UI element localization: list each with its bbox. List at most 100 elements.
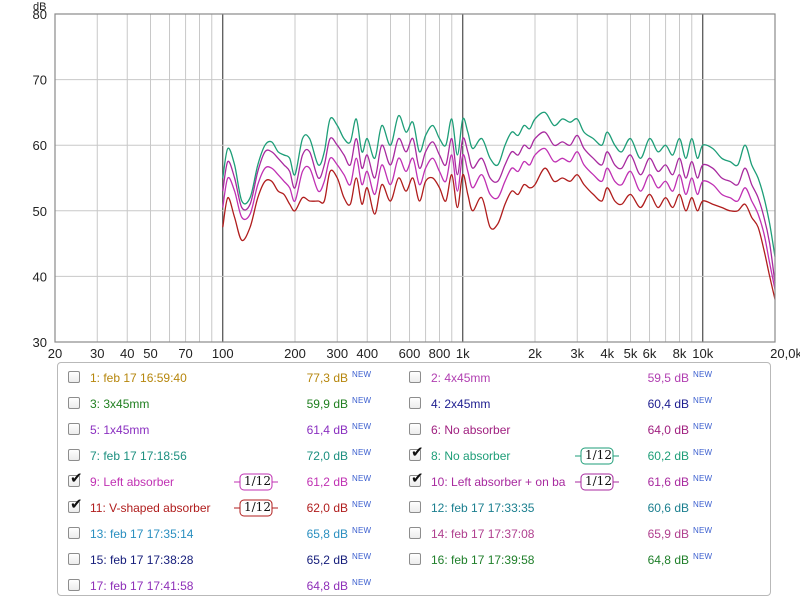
legend-item[interactable]: 14: feb 17 17:37:08 65,9 dB NEW — [399, 521, 744, 547]
legend-item-value: 62,0 dB — [306, 501, 348, 515]
smoothing-label: 1/12 — [244, 500, 271, 514]
x-tick-label: 800 — [429, 346, 451, 361]
new-badge: NEW — [352, 552, 372, 561]
measurement-checkbox[interactable] — [409, 501, 421, 513]
measurement-checkbox[interactable] — [409, 553, 421, 565]
series-lines — [222, 111, 776, 300]
new-badge: NEW — [352, 448, 372, 457]
smoothing-label: 1/12 — [585, 474, 612, 488]
legend-item[interactable]: 4: 2x45mm 60,4 dB NEW — [399, 391, 744, 417]
legend-item-value: 61,6 dB — [647, 475, 689, 489]
series-line — [222, 147, 776, 290]
x-tick-label: 1k — [456, 346, 470, 361]
new-badge: NEW — [352, 474, 372, 483]
measurement-checkbox[interactable] — [68, 423, 80, 435]
legend-item-label: 12: feb 17 17:33:35 — [431, 501, 535, 515]
new-badge: NEW — [693, 552, 713, 561]
x-tick-label: 8k — [673, 346, 687, 361]
y-tick-label: 80 — [33, 7, 47, 22]
new-badge: NEW — [352, 526, 372, 535]
x-tick-label: 300 — [326, 346, 348, 361]
legend-item[interactable]: 15: feb 17 17:38:28 65,2 dB NEW — [58, 547, 403, 573]
legend-item-value: 64,0 dB — [647, 423, 689, 437]
checkmark-icon: ✔ — [411, 443, 424, 461]
legend-item[interactable]: ✔ 10: Left absorber + on ba 1/12 61,6 dB NEW — [399, 469, 744, 495]
measurement-checkbox[interactable] — [68, 527, 80, 539]
legend-item[interactable]: ✔ 8: No absorber 1/12 60,2 dB NEW — [399, 443, 744, 469]
measurement-checkbox[interactable] — [409, 527, 421, 539]
legend-item[interactable]: 13: feb 17 17:35:14 65,8 dB NEW — [58, 521, 403, 547]
legend-item-label: 16: feb 17 17:39:58 — [431, 553, 535, 567]
measurement-checkbox[interactable]: ✔ — [68, 497, 83, 513]
legend-item[interactable]: 16: feb 17 17:39:58 64,8 dB NEW — [399, 547, 744, 573]
legend-item-label: 4: 2x45mm — [431, 397, 491, 411]
measurement-checkbox[interactable]: ✔ — [409, 445, 424, 461]
measurement-checkbox[interactable] — [68, 397, 80, 409]
legend-item-value: 65,9 dB — [647, 527, 689, 541]
measurement-checkbox[interactable] — [409, 397, 421, 409]
smoothing-badge[interactable]: 1/12 — [575, 447, 619, 465]
new-badge: NEW — [693, 526, 713, 535]
measurement-checkbox[interactable] — [68, 449, 80, 461]
measurement-checkbox[interactable] — [68, 371, 80, 383]
legend-item-value: 64,8 dB — [306, 579, 348, 593]
legend-item-value: 61,4 dB — [306, 423, 348, 437]
x-tick-label: 200 — [284, 346, 306, 361]
legend-item[interactable]: ✔ 9: Left absorber 1/12 61,2 dB NEW — [58, 469, 403, 495]
legend-item-label: 6: No absorber — [431, 423, 511, 437]
legend-item[interactable]: 5: 1x45mm 61,4 dB NEW — [58, 417, 403, 443]
legend-item-value: 77,3 dB — [306, 371, 348, 385]
new-badge: NEW — [693, 370, 713, 379]
legend-item-value: 60,4 dB — [647, 397, 689, 411]
x-tick-label: 20 — [48, 346, 62, 361]
legend-item[interactable]: 2: 4x45mm 59,5 dB NEW — [399, 365, 744, 391]
legend-item[interactable]: ✔ 11: V-shaped absorber 1/12 62,0 dB NEW — [58, 495, 403, 521]
x-tick-label: 30 — [90, 346, 104, 361]
smoothing-badge[interactable]: 1/12 — [234, 499, 278, 517]
legend-item[interactable]: 6: No absorber 64,0 dB NEW — [399, 417, 744, 443]
smoothing-badge[interactable]: 1/12 — [234, 473, 278, 491]
new-badge: NEW — [352, 578, 372, 587]
new-badge: NEW — [693, 474, 713, 483]
legend-item[interactable]: 12: feb 17 17:33:35 60,6 dB NEW — [399, 495, 744, 521]
legend-item-label: 15: feb 17 17:38:28 — [90, 553, 194, 567]
legend-item-value: 65,8 dB — [306, 527, 348, 541]
new-badge: NEW — [693, 422, 713, 431]
legend-item[interactable]: 3: 3x45mm 59,9 dB NEW — [58, 391, 403, 417]
x-tick-label: 100 — [212, 346, 234, 361]
x-tick-label: 600 — [399, 346, 421, 361]
measurement-checkbox[interactable] — [409, 371, 421, 383]
smoothing-label: 1/12 — [585, 448, 612, 462]
measurement-checkbox[interactable] — [409, 423, 421, 435]
plot-border — [54, 13, 776, 343]
legend-item-value: 60,6 dB — [647, 501, 689, 515]
series-line — [222, 131, 776, 284]
series-line — [222, 167, 776, 300]
smoothing-label: 1/12 — [244, 474, 271, 488]
x-tick-label: 2k — [528, 346, 542, 361]
legend-item[interactable]: 7: feb 17 17:18:56 72,0 dB NEW — [58, 443, 403, 469]
measurement-checkbox[interactable] — [68, 579, 80, 591]
tick-labels: 20 30 40 50 70 100 200 300 400 600 800 1k 2k 3k 4k 5k 6k… — [33, 7, 800, 361]
legend-item-label: 11: V-shaped absorber — [90, 501, 211, 515]
x-tick-label: 400 — [356, 346, 378, 361]
new-badge: NEW — [693, 500, 713, 509]
legend-item-label: 14: feb 17 17:37:08 — [431, 527, 535, 541]
measurement-checkbox[interactable] — [68, 553, 80, 565]
legend-item[interactable]: 1: feb 17 16:59:40 77,3 dB NEW — [58, 365, 403, 391]
new-badge: NEW — [693, 448, 713, 457]
measurement-checkbox[interactable]: ✔ — [68, 471, 83, 487]
legend-item-value: 72,0 dB — [306, 449, 348, 463]
plot-area — [54, 13, 776, 343]
legend-item[interactable]: 17: feb 17 17:41:58 64,8 dB NEW — [58, 573, 403, 599]
legend-item-value: 59,9 dB — [306, 397, 348, 411]
y-unit-label: dB — [33, 1, 46, 13]
legend-item-label: 9: Left absorber — [90, 475, 175, 489]
x-tick-label: 50 — [143, 346, 157, 361]
legend-item-label: 2: 4x45mm — [431, 371, 491, 385]
checkmark-icon: ✔ — [70, 495, 83, 513]
smoothing-badge[interactable]: 1/12 — [575, 473, 619, 491]
y-tick-label: 30 — [33, 335, 47, 350]
measurement-checkbox[interactable]: ✔ — [409, 471, 424, 487]
legend-item-label: 10: Left absorber + on ba — [431, 475, 566, 489]
